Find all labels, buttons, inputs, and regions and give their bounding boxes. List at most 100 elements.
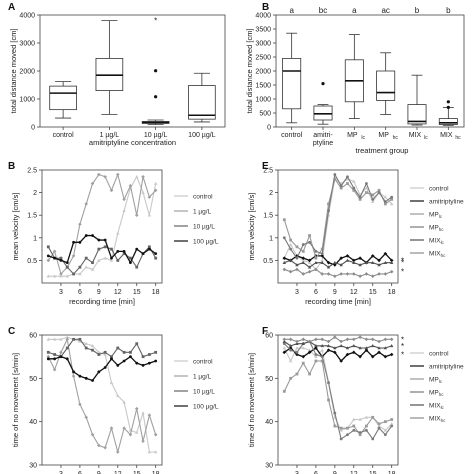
- data-point: [389, 352, 394, 357]
- data-point: [72, 240, 75, 244]
- y-tick-label: 0.5: [27, 258, 37, 265]
- series-3: [46, 355, 158, 382]
- data-point: [282, 337, 287, 342]
- series-line: [284, 336, 392, 343]
- box-1: [95, 20, 124, 115]
- data-point: [320, 355, 324, 359]
- data-point: [46, 254, 50, 258]
- data-point: [59, 259, 63, 262]
- data-point: [110, 355, 113, 359]
- legend-subscript: lc: [441, 405, 445, 410]
- data-point: [320, 252, 324, 256]
- data-point: [352, 186, 356, 190]
- data-point: [307, 269, 312, 274]
- data-point: [370, 274, 375, 279]
- data-point: [65, 357, 69, 361]
- data-point: [103, 245, 107, 249]
- x-tick-label: 18: [152, 289, 160, 296]
- series-1: [46, 337, 158, 455]
- data-point: [339, 359, 343, 363]
- data-point: [314, 354, 318, 358]
- data-point: [345, 352, 350, 357]
- data-point: [147, 247, 151, 251]
- data-point: [377, 422, 381, 426]
- data-point: [78, 402, 82, 407]
- x-tick-label: 18: [388, 289, 396, 296]
- data-point: [153, 181, 158, 185]
- x-tick-label: 9: [97, 471, 101, 474]
- legend-label: 10 µg/L: [193, 223, 215, 230]
- data-point: [289, 247, 293, 251]
- data-point: [377, 346, 381, 350]
- legend-label: amitriptyline: [429, 363, 464, 370]
- data-point: [352, 344, 356, 348]
- data-point: [345, 346, 350, 350]
- data-point: [97, 238, 101, 242]
- chart-panel-0: A 0 1000 2000 3000 4000 total distance moved […: [8, 2, 226, 147]
- data-point: [52, 274, 57, 278]
- legend-label: MPhc: [429, 389, 444, 397]
- y-tick-label: 30: [29, 463, 37, 470]
- data-point: [147, 245, 151, 249]
- x-category-label: 10 µg/L: [144, 132, 168, 139]
- data-point: [78, 337, 82, 341]
- data-point: [78, 339, 82, 343]
- data-point: [53, 353, 57, 356]
- data-point: [153, 188, 158, 193]
- x-tick-label: 12: [350, 471, 358, 474]
- data-point: [320, 254, 325, 258]
- data-point: [333, 177, 337, 181]
- data-point: [90, 181, 95, 186]
- data-point: [147, 413, 152, 417]
- data-point: [307, 339, 312, 344]
- data-point: [301, 337, 306, 342]
- x-tick-label: 15: [369, 471, 377, 474]
- y-tick-label: 50: [265, 376, 273, 383]
- data-point: [301, 272, 306, 276]
- legend-subscript: lc: [441, 240, 445, 245]
- data-point: [135, 430, 139, 434]
- y-tick-label: 0: [267, 125, 271, 132]
- data-point: [65, 337, 70, 342]
- data-point: [135, 265, 139, 269]
- data-point: [358, 417, 362, 421]
- data-point: [308, 240, 311, 244]
- data-point: [103, 350, 107, 354]
- series-0: [46, 174, 158, 278]
- legend-label: MIXlc: [429, 237, 445, 245]
- data-point: [78, 240, 82, 244]
- legend-subscript: lc: [439, 214, 443, 219]
- data-point: [78, 374, 82, 378]
- data-point: [339, 263, 343, 267]
- significance-star: *: [401, 351, 404, 360]
- data-point: [84, 202, 89, 206]
- data-point: [116, 231, 120, 235]
- series-line: [283, 177, 393, 260]
- data-point: [377, 188, 381, 192]
- data-point: [97, 443, 101, 448]
- chart-panel-3: E 0.5 1 1.5 2 2.5 mean velocity [cm/s] 3 6 9 12 15 1…: [247, 161, 464, 306]
- legend-label: 1 µg/L: [193, 373, 212, 380]
- y-tick-label: 0: [31, 125, 35, 132]
- data-point: [314, 353, 318, 356]
- data-point: [141, 363, 145, 367]
- x-tick-label: 3: [295, 289, 299, 296]
- data-point: [327, 202, 330, 206]
- data-point: [308, 372, 311, 376]
- data-point: [288, 242, 293, 246]
- series-4: [282, 258, 394, 269]
- x-category-label: control: [281, 132, 302, 139]
- data-point: [84, 256, 88, 260]
- x-tick-label: 18: [152, 471, 160, 474]
- data-point: [282, 342, 286, 346]
- data-point: [326, 272, 331, 276]
- significance-letter: a: [352, 6, 357, 15]
- data-point: [84, 376, 88, 380]
- y-tick-label: 60: [29, 333, 37, 340]
- data-point: [333, 260, 337, 264]
- data-point: [326, 339, 331, 344]
- legend-label: 10 µg/L: [193, 388, 215, 395]
- data-point: [154, 350, 158, 354]
- data-point: [135, 361, 139, 365]
- y-tick-label: 4000: [19, 13, 35, 20]
